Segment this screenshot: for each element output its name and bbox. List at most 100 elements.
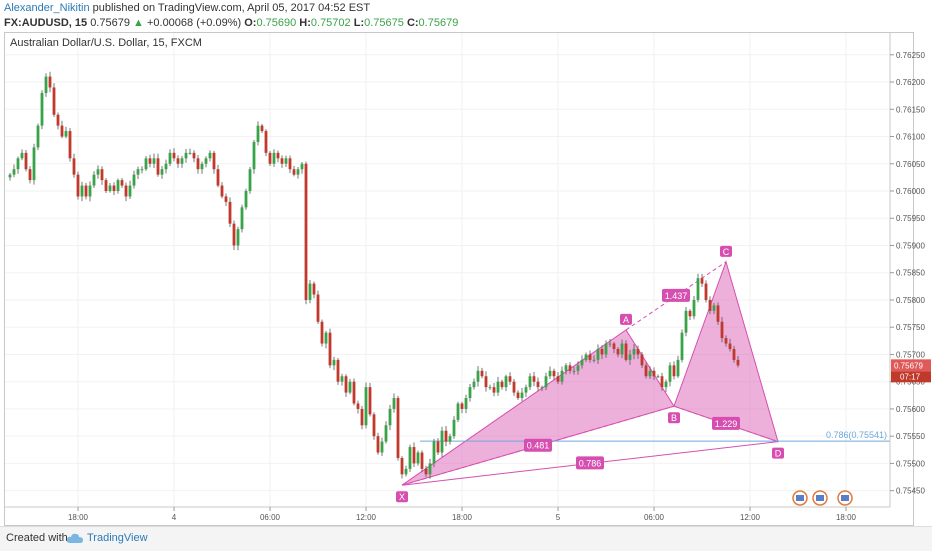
pattern-point-label: B: [671, 413, 677, 423]
candle-body: [576, 365, 580, 371]
candle-body: [712, 305, 716, 311]
candle-body: [160, 169, 164, 175]
candle-body: [648, 370, 652, 377]
candle-body: [244, 191, 248, 208]
candle-body: [264, 131, 268, 153]
candle-body: [656, 376, 660, 378]
candle-body: [204, 158, 208, 164]
candle-body: [404, 468, 408, 475]
candle-body: [608, 343, 612, 345]
candle-body: [80, 185, 84, 197]
candle-body: [136, 169, 140, 175]
ratio-label: 1.437: [665, 291, 688, 301]
candle-body: [360, 408, 364, 426]
candle-body: [736, 359, 740, 366]
pattern-point-badge: [720, 245, 732, 257]
candle-body: [540, 387, 544, 389]
candle-body: [588, 354, 592, 360]
candle-body: [188, 152, 192, 154]
close-value: 0.75679: [418, 17, 459, 29]
candle-body: [140, 169, 144, 171]
candle-body: [148, 158, 152, 164]
candle-body: [300, 163, 304, 170]
close-label: C:: [406, 17, 419, 29]
pattern-point-label: X: [399, 492, 405, 502]
candle-body: [120, 180, 124, 186]
candle-body: [344, 376, 348, 393]
candle-body: [460, 403, 464, 409]
candle-body: [72, 158, 76, 175]
candle-body: [464, 398, 468, 409]
candle-body: [40, 92, 44, 126]
chart-title: Australian Dollar/U.S. Dollar, 15, FXCM: [10, 37, 202, 49]
x-tick-label: 18:00: [68, 513, 89, 522]
candle-body: [348, 381, 352, 393]
x-tick-label: 06:00: [260, 513, 281, 522]
candle-body: [468, 387, 472, 399]
pattern-point-badge: [620, 313, 632, 325]
event-flag-icon: [796, 495, 804, 501]
candle-body: [724, 338, 728, 344]
candle-body: [296, 169, 300, 175]
candle-body: [228, 201, 232, 224]
candle-body: [176, 158, 180, 164]
candle-body: [472, 381, 476, 388]
candle-body: [520, 392, 524, 399]
candle-body: [568, 365, 572, 371]
candle-body: [32, 147, 36, 181]
candle-body: [684, 310, 688, 333]
candle-body: [664, 381, 668, 388]
y-tick-label: 0.76150: [896, 105, 925, 114]
author-link[interactable]: Alexander_Nikitin: [4, 2, 90, 14]
tradingview-link[interactable]: TradingView: [66, 532, 148, 544]
price-change: +0.00068 (+0.09%): [146, 17, 242, 29]
candle-body: [64, 131, 68, 137]
footer-bar: Created with TradingView: [0, 526, 932, 551]
candle-body: [56, 114, 60, 126]
candle-body: [52, 87, 56, 115]
candle-body: [384, 425, 388, 442]
y-tick-label: 0.76250: [896, 51, 925, 60]
candle-body: [8, 174, 12, 178]
low-value: 0.75675: [364, 17, 404, 29]
price-tag: [891, 359, 931, 372]
event-flag-icon: [841, 495, 849, 501]
candle-body: [728, 343, 732, 349]
candle-body: [100, 169, 104, 181]
candle-body: [256, 125, 260, 142]
candle-body: [644, 365, 648, 377]
ratio-badge: [662, 288, 690, 302]
candle-body: [716, 305, 720, 322]
candle-body: [416, 452, 420, 464]
y-tick-label: 0.75450: [896, 487, 925, 496]
candle-body: [432, 441, 436, 464]
symbol-name[interactable]: FX:AUDUSD, 15: [4, 17, 88, 29]
candle-body: [356, 403, 360, 409]
x-tick-label: 06:00: [644, 513, 665, 522]
low-label: L:: [353, 17, 365, 29]
candle-body: [508, 376, 512, 382]
candle-body: [388, 408, 392, 426]
x-tick-label: 12:00: [356, 513, 377, 522]
candle-body: [328, 332, 332, 366]
y-tick-label: 0.75850: [896, 269, 925, 278]
tradingview-brand: TradingView: [87, 532, 148, 544]
candle-body: [252, 141, 256, 170]
candle-body: [20, 152, 24, 159]
candle-body: [248, 169, 252, 191]
candle-body: [496, 381, 500, 393]
candle-body: [44, 76, 48, 93]
candle-body: [652, 370, 656, 377]
candle-body: [440, 430, 444, 453]
candle-body: [452, 419, 456, 437]
candle-body: [672, 365, 676, 377]
candle-body: [28, 169, 32, 181]
candle-body: [424, 468, 428, 475]
candle-body: [16, 158, 20, 170]
candle-body: [504, 376, 508, 388]
y-tick-label: 0.75500: [896, 459, 925, 468]
candle-body: [164, 163, 168, 170]
candle-body: [232, 223, 236, 246]
candle-body: [548, 370, 552, 377]
